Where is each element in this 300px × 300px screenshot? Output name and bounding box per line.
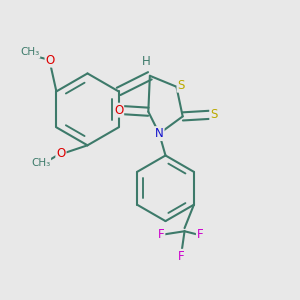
Text: F: F (158, 228, 164, 241)
Text: CH₃: CH₃ (31, 158, 50, 167)
Text: F: F (178, 250, 185, 263)
Text: CH₃: CH₃ (20, 47, 39, 57)
Text: O: O (56, 147, 66, 160)
Text: S: S (210, 108, 218, 121)
Text: O: O (46, 54, 55, 67)
Text: N: N (155, 127, 164, 140)
Text: H: H (142, 55, 151, 68)
Text: O: O (114, 104, 123, 117)
Text: S: S (177, 79, 185, 92)
Text: F: F (197, 228, 203, 241)
